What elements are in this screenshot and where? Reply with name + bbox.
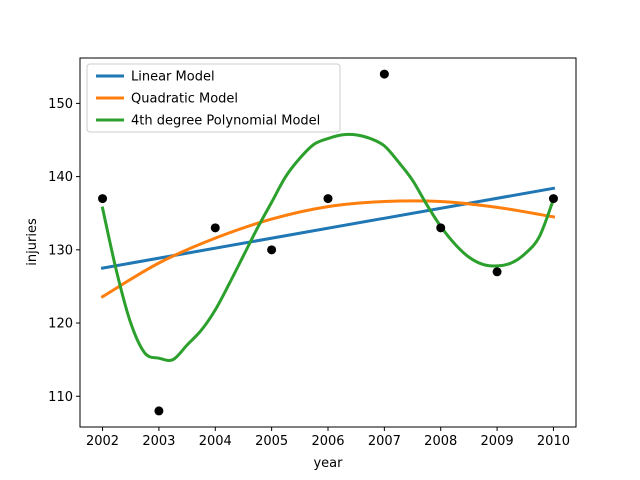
plot-points [98, 69, 558, 416]
y-tick-label: 130 [48, 243, 73, 258]
x-tick-label: 2002 [86, 434, 119, 449]
data-point [267, 245, 277, 255]
data-point [379, 69, 389, 79]
x-tick-label: 2009 [481, 434, 514, 449]
y-tick-label: 120 [48, 317, 73, 332]
data-point [210, 223, 220, 233]
data-point [323, 194, 333, 204]
legend-label-1: Linear Model [131, 70, 215, 85]
legend-label-3: 4th degree Polynomial Model [131, 114, 320, 129]
series-line-3 [100, 132, 556, 362]
series-line-2 [100, 199, 556, 299]
legend-label-2: Quadratic Model [131, 92, 238, 107]
legend-frame [86, 63, 341, 133]
data-point [98, 194, 108, 204]
x-tick-label: 2007 [368, 434, 401, 449]
x-axis-title: year [313, 456, 343, 471]
y-axis-title: injuries [25, 218, 40, 266]
legend: Linear Model Quadratic Model 4th degree Po… [86, 63, 341, 133]
y-tick-label: 150 [48, 97, 73, 112]
y-axis: 110 120 130 140 150 [48, 97, 80, 405]
x-tick-label: 2005 [255, 434, 288, 449]
x-tick-label: 2003 [142, 434, 175, 449]
y-tick-label: 110 [48, 390, 73, 405]
x-tick-label: 2010 [537, 434, 570, 449]
data-point [436, 223, 446, 233]
x-axis: 2002 2003 2004 2005 2006 2007 2008 2009 2010 [86, 427, 570, 449]
plot-lines [100, 132, 556, 362]
data-point [492, 267, 502, 277]
x-tick-label: 2004 [199, 434, 232, 449]
data-point [154, 406, 164, 416]
x-tick-label: 2008 [424, 434, 457, 449]
y-tick-label: 140 [48, 170, 73, 185]
x-tick-label: 2006 [311, 434, 344, 449]
data-point [548, 194, 558, 204]
